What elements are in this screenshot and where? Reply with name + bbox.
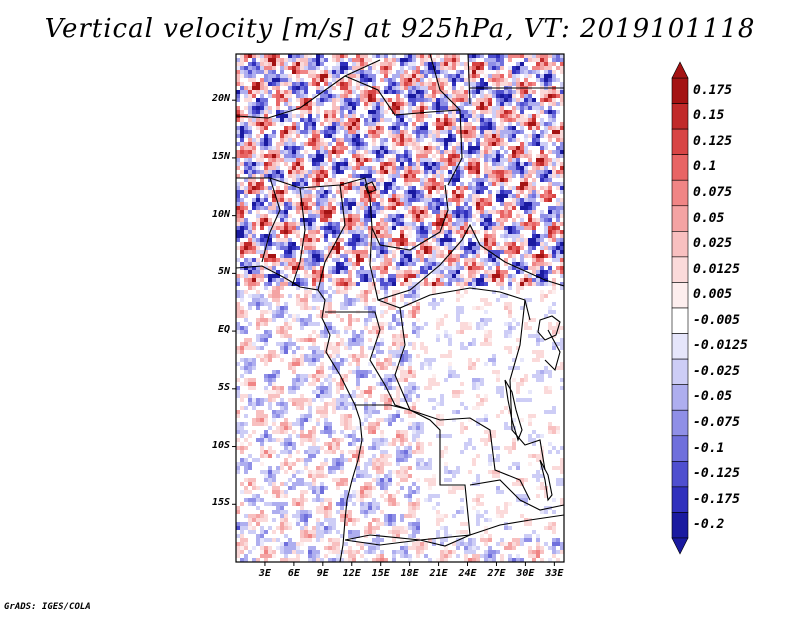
lake-malawi xyxy=(539,459,553,502)
colorbar-label: 0.15 xyxy=(693,108,725,124)
colorbar-label: -0.175 xyxy=(693,491,740,507)
colorbar-segment xyxy=(671,282,689,309)
velocity-field xyxy=(236,54,564,562)
border-zambia xyxy=(469,479,564,511)
border-angola xyxy=(344,404,471,541)
lake-victoria xyxy=(537,315,561,341)
colorbar-segment xyxy=(671,77,689,104)
colorbar-label: 0.025 xyxy=(693,236,733,252)
colorbar-segment xyxy=(671,205,689,232)
border-sahel-2 xyxy=(236,177,281,263)
lake-chad xyxy=(364,181,377,194)
colorbar-label: 0.125 xyxy=(693,133,733,149)
colorbar-segment xyxy=(671,231,689,258)
colorbar-segment xyxy=(671,461,689,488)
colorbar-segment xyxy=(671,384,689,411)
colorbar-label: -0.1 xyxy=(693,440,725,456)
colorbar-segment xyxy=(671,358,689,385)
colorbar-label: 0.005 xyxy=(693,287,733,303)
colorbar-segment xyxy=(671,103,689,130)
east-rift xyxy=(544,329,561,372)
border-congo xyxy=(325,311,411,411)
plot-title: Vertical velocity [m/s] at 925hPa, VT: 2… xyxy=(44,14,756,44)
border-south xyxy=(344,514,564,547)
colorbar-label: -0.025 xyxy=(693,363,740,379)
border-drc-east xyxy=(509,299,546,471)
y-tick-label: 20N xyxy=(211,93,230,105)
y-tick-label: 15S xyxy=(211,497,230,509)
axis-ticks xyxy=(232,99,555,566)
x-tick-label: 12E xyxy=(342,568,361,579)
border-drc xyxy=(394,307,531,501)
colorbar-segment xyxy=(671,512,689,539)
colorbar-label: 0.1 xyxy=(693,159,717,175)
lake-tanganyika xyxy=(504,379,523,442)
colorbar-segment xyxy=(671,154,689,181)
colorbar-label: -0.05 xyxy=(693,389,733,405)
colorbar-bottom-arrow xyxy=(671,537,689,555)
colorbar-segment xyxy=(671,179,689,207)
border-north-2 xyxy=(344,75,463,186)
country-borders xyxy=(236,54,564,562)
colorbar-label: -0.0125 xyxy=(693,338,748,354)
x-tick-label: 24E xyxy=(458,568,477,579)
y-tick-label: 5N xyxy=(217,266,230,278)
border-north-1 xyxy=(236,59,381,119)
y-tick-label: 15N xyxy=(211,150,230,162)
colorbar-label: 0.175 xyxy=(693,82,733,98)
y-tick-label: EQ xyxy=(217,324,230,336)
grads-credit: GrADS: IGES/COLA xyxy=(4,602,91,612)
colorbar-segment xyxy=(671,333,689,360)
x-tick-label: 33E xyxy=(545,568,564,579)
coastline-west xyxy=(236,265,363,562)
x-tick-label: 9E xyxy=(316,568,329,579)
y-tick-label: 10N xyxy=(211,208,230,220)
border-north-3 xyxy=(429,54,461,111)
x-tick-label: 27E xyxy=(487,568,506,579)
colorbar-segment xyxy=(671,256,689,283)
colorbar-label: 0.05 xyxy=(693,210,725,226)
border-sahel-3 xyxy=(291,187,306,287)
colorbar-label: -0.005 xyxy=(693,312,740,328)
colorbar-segment xyxy=(671,435,689,462)
colorbar-label: 0.0125 xyxy=(693,261,740,277)
x-tick-label: 6E xyxy=(287,568,300,579)
border-sahel-4 xyxy=(317,184,346,291)
x-tick-label: 30E xyxy=(516,568,535,579)
x-tick-label: 3E xyxy=(258,568,271,579)
colorbar-label: -0.075 xyxy=(693,415,740,430)
colorbar-segment xyxy=(671,409,689,437)
colorbar-label: -0.2 xyxy=(693,517,725,533)
colorbar-segment xyxy=(671,128,689,155)
x-tick-label: 18E xyxy=(400,568,419,579)
y-tick-label: 5S xyxy=(217,381,230,393)
x-tick-label: 15E xyxy=(371,568,390,579)
map-frame xyxy=(235,53,565,563)
x-tick-label: 21E xyxy=(429,568,448,579)
border-north-4 xyxy=(467,54,471,105)
colorbar-segment xyxy=(671,307,689,334)
colorbar-label: -0.125 xyxy=(693,466,740,482)
colorbar-segment xyxy=(671,486,689,513)
border-chad xyxy=(369,223,564,301)
colorbar xyxy=(671,61,689,555)
y-tick-label: 10S xyxy=(211,439,230,451)
colorbar-top-arrow xyxy=(671,61,689,79)
colorbar-label: 0.075 xyxy=(693,185,733,200)
